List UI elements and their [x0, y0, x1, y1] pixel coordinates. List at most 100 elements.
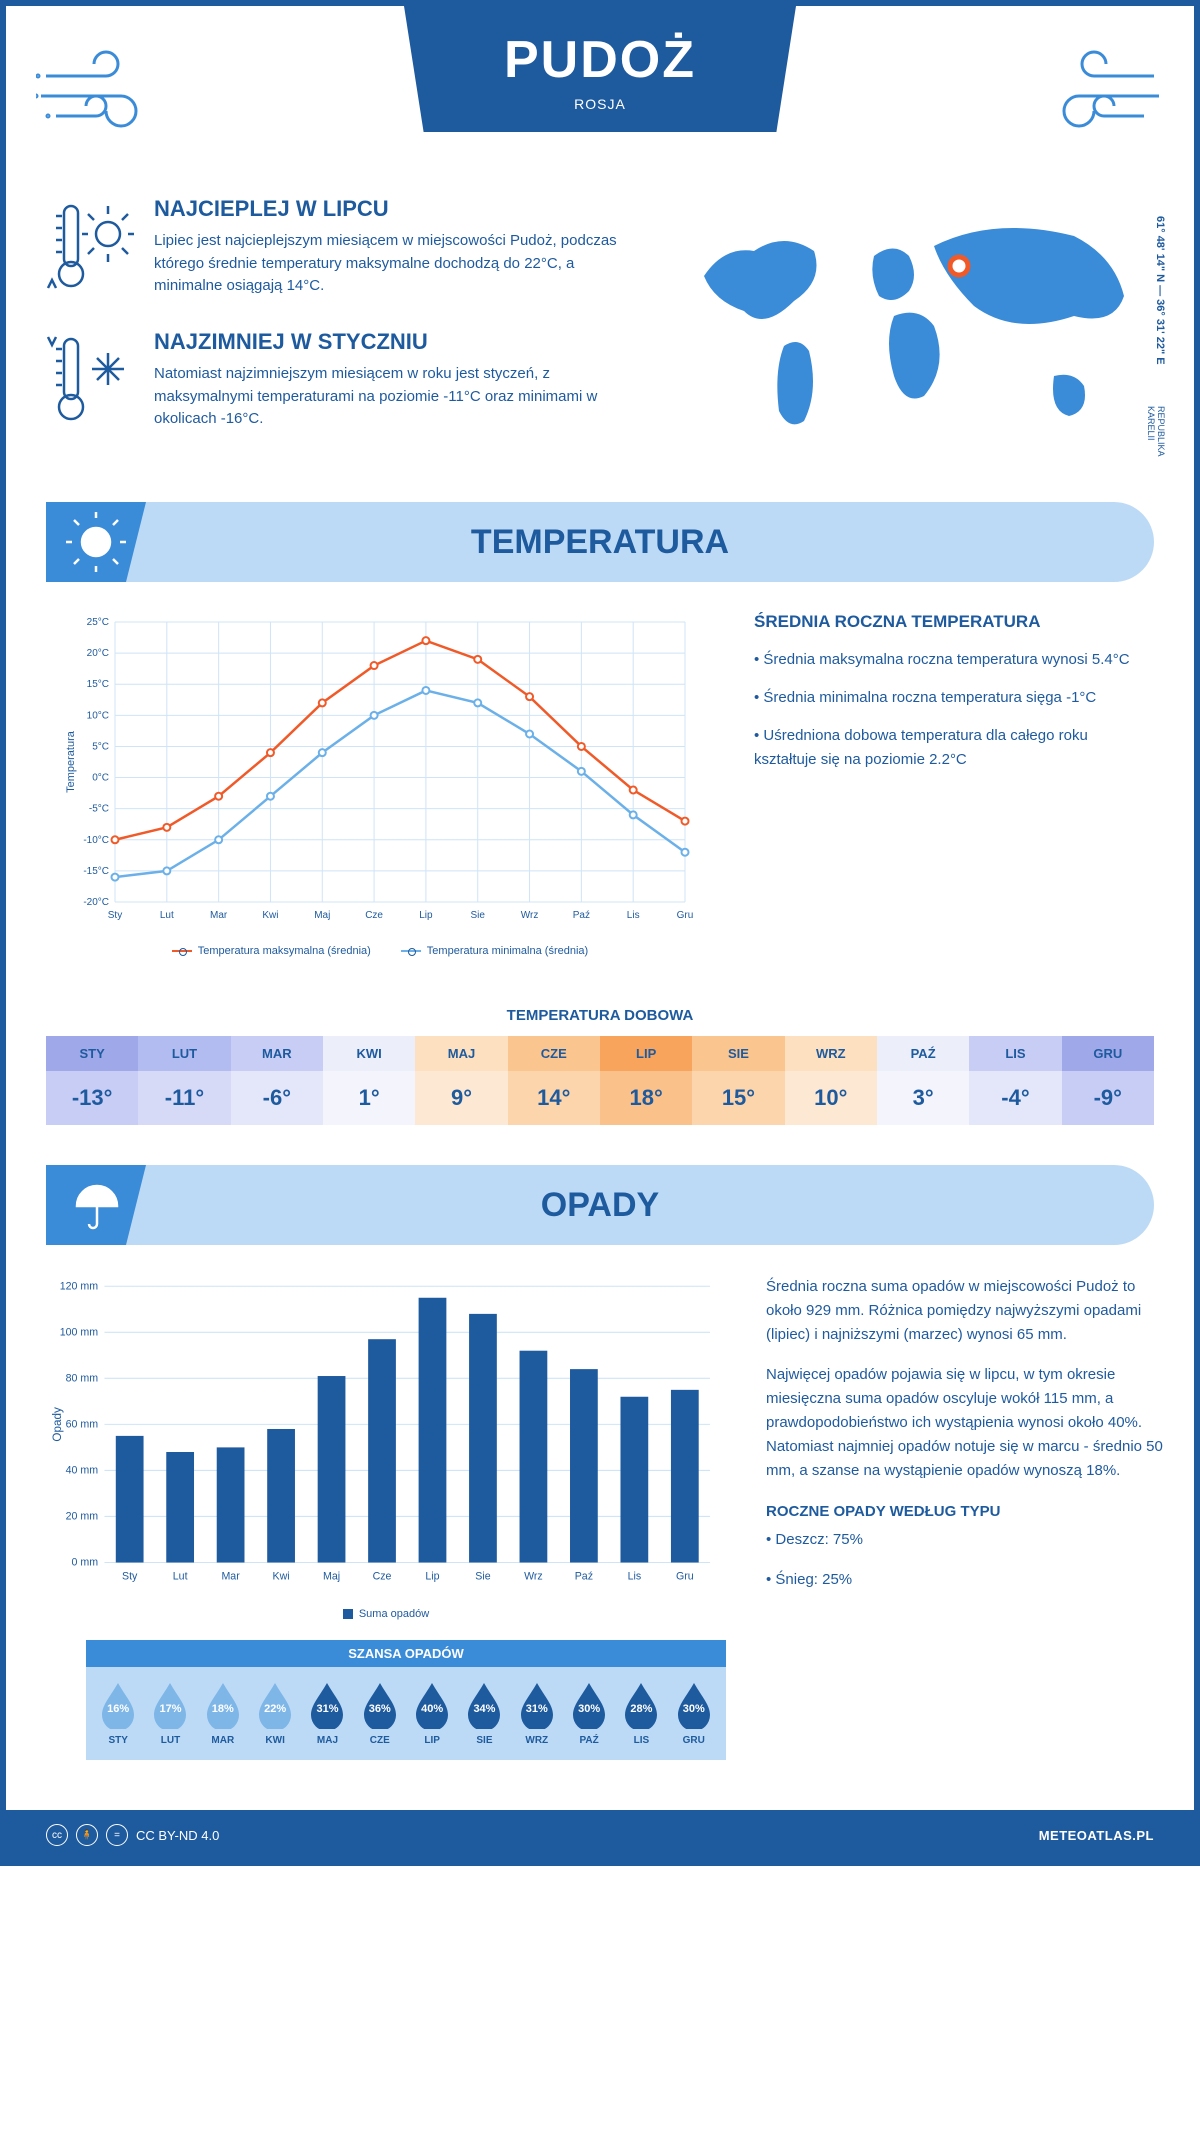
temp-info-title: ŚREDNIA ROCZNA TEMPERATURA [754, 612, 1154, 632]
world-map-block: 61° 48' 14" N — 36° 31' 22" E REPUBLIKA … [674, 196, 1154, 462]
daily-temp-title: TEMPERATURA DOBOWA [6, 1007, 1194, 1024]
svg-text:Sie: Sie [475, 1571, 490, 1583]
svg-text:Lip: Lip [419, 910, 433, 921]
thermometer-snow-icon [46, 329, 136, 434]
svg-text:Wrz: Wrz [524, 1571, 543, 1583]
temp-cell: PAŹ 3° [877, 1036, 969, 1125]
temp-cell: MAJ 9° [415, 1036, 507, 1125]
temp-cell: LUT -11° [138, 1036, 230, 1125]
legend-max: Temperatura maksymalna (średnia) [172, 945, 371, 957]
svg-text:0 mm: 0 mm [72, 1557, 99, 1569]
svg-text:Lis: Lis [627, 910, 640, 921]
chance-item: 18% MAR [197, 1681, 249, 1746]
precip-type-1: • Deszcz: 75% [766, 1528, 1166, 1552]
svg-text:20 mm: 20 mm [66, 1511, 99, 1523]
svg-text:Sty: Sty [108, 910, 122, 921]
temperature-info: ŚREDNIA ROCZNA TEMPERATURA • Średnia mak… [754, 612, 1154, 957]
temp-info-2: • Średnia minimalna roczna temperatura s… [754, 686, 1154, 710]
by-icon: 🧍 [76, 1824, 98, 1846]
temperature-section-header: TEMPERATURA [46, 502, 1154, 582]
chance-item: 36% CZE [354, 1681, 406, 1746]
svg-text:Gru: Gru [677, 910, 694, 921]
nd-icon: = [106, 1824, 128, 1846]
svg-text:Paź: Paź [573, 910, 590, 921]
svg-text:-15°C: -15°C [83, 866, 109, 877]
temp-cell: WRZ 10° [785, 1036, 877, 1125]
coordinates-label: 61° 48' 14" N — 36° 31' 22" E [1154, 216, 1166, 365]
page-subtitle: ROSJA [504, 96, 696, 112]
svg-text:20°C: 20°C [87, 648, 109, 659]
svg-text:5°C: 5°C [92, 741, 109, 752]
svg-text:Kwi: Kwi [262, 910, 278, 921]
sun-icon [46, 502, 146, 582]
chance-item: 30% GRU [668, 1681, 720, 1746]
license-text: CC BY-ND 4.0 [136, 1828, 219, 1843]
chance-title: SZANSA OPADÓW [86, 1640, 726, 1667]
svg-text:120 mm: 120 mm [60, 1280, 98, 1292]
cc-icon: cc [46, 1824, 68, 1846]
svg-text:Sie: Sie [471, 910, 486, 921]
coldest-block: NAJZIMNIEJ W STYCZNIU Natomiast najzimni… [46, 329, 644, 434]
precip-section-header: OPADY [46, 1165, 1154, 1245]
svg-text:Temperatura: Temperatura [65, 730, 77, 793]
svg-text:0°C: 0°C [92, 773, 109, 784]
chance-item: 34% SIE [458, 1681, 510, 1746]
precip-para-2: Najwięcej opadów pojawia się w lipcu, w … [766, 1363, 1166, 1483]
region-label: REPUBLIKA KARELII [1146, 406, 1166, 462]
temp-info-1: • Średnia maksymalna roczna temperatura … [754, 648, 1154, 672]
svg-text:Lut: Lut [173, 1571, 188, 1583]
svg-text:Maj: Maj [314, 910, 330, 921]
svg-text:100 mm: 100 mm [60, 1326, 98, 1338]
precip-title: OPADY [541, 1186, 659, 1225]
temp-cell: MAR -6° [231, 1036, 323, 1125]
chance-item: 17% LUT [144, 1681, 196, 1746]
page-header: PUDOŻ ROSJA [6, 6, 1194, 186]
umbrella-icon [46, 1165, 146, 1245]
svg-text:Mar: Mar [221, 1571, 240, 1583]
coldest-text: Natomiast najzimniejszym miesiącem w rok… [154, 363, 644, 431]
daily-temp-table: STY -13°LUT -11°MAR -6°KWI 1°MAJ 9°CZE 1… [46, 1036, 1154, 1125]
legend-min: Temperatura minimalna (średnia) [401, 945, 588, 957]
svg-text:60 mm: 60 mm [66, 1419, 99, 1431]
chance-item: 40% LIP [406, 1681, 458, 1746]
svg-text:Lip: Lip [425, 1571, 439, 1583]
chance-item: 31% MAJ [301, 1681, 353, 1746]
warmest-title: NAJCIEPLEJ W LIPCU [154, 196, 644, 222]
svg-text:-20°C: -20°C [83, 897, 109, 908]
temp-info-3: • Uśredniona dobowa temperatura dla całe… [754, 724, 1154, 772]
precip-bar-chart: 0 mm 20 mm 40 mm 60 mm 80 mm 100 mm 120 mm Sty L… [46, 1275, 726, 1760]
page-footer: cc 🧍 = CC BY-ND 4.0 METEOATLAS.PL [6, 1810, 1194, 1860]
svg-text:80 mm: 80 mm [66, 1373, 99, 1385]
coldest-title: NAJZIMNIEJ W STYCZNIU [154, 329, 644, 355]
intro-section: NAJCIEPLEJ W LIPCU Lipiec jest najcieple… [6, 186, 1194, 492]
svg-text:Sty: Sty [122, 1571, 138, 1583]
svg-text:Kwi: Kwi [273, 1571, 290, 1583]
precip-chance-box: SZANSA OPADÓW 16% STY 17% LUT 18% MAR 22… [86, 1640, 726, 1760]
legend-precip: Suma opadów [343, 1608, 429, 1620]
svg-text:Cze: Cze [373, 1571, 392, 1583]
warmest-block: NAJCIEPLEJ W LIPCU Lipiec jest najcieple… [46, 196, 644, 301]
chance-item: 30% PAŹ [563, 1681, 615, 1746]
warmest-text: Lipiec jest najcieplejszym miesiącem w m… [154, 230, 644, 298]
temp-cell: LIP 18° [600, 1036, 692, 1125]
world-map-icon [674, 196, 1154, 456]
svg-text:Mar: Mar [210, 910, 228, 921]
temp-cell: GRU -9° [1062, 1036, 1154, 1125]
wind-icon [1024, 46, 1164, 141]
temp-cell: LIS -4° [969, 1036, 1061, 1125]
svg-text:Lis: Lis [628, 1571, 642, 1583]
svg-text:40 mm: 40 mm [66, 1465, 99, 1477]
precip-para-1: Średnia roczna suma opadów w miejscowośc… [766, 1275, 1166, 1347]
temp-cell: CZE 14° [508, 1036, 600, 1125]
precip-info: Średnia roczna suma opadów w miejscowośc… [766, 1275, 1166, 1760]
svg-text:-5°C: -5°C [89, 804, 109, 815]
svg-text:Opady: Opady [51, 1407, 64, 1442]
temp-cell: KWI 1° [323, 1036, 415, 1125]
wind-icon [36, 46, 176, 141]
thermometer-sun-icon [46, 196, 136, 301]
svg-text:Gru: Gru [676, 1571, 694, 1583]
svg-text:-10°C: -10°C [83, 835, 109, 846]
page-title: PUDOŻ [504, 30, 696, 90]
temp-cell: STY -13° [46, 1036, 138, 1125]
title-banner: PUDOŻ ROSJA [404, 6, 796, 132]
